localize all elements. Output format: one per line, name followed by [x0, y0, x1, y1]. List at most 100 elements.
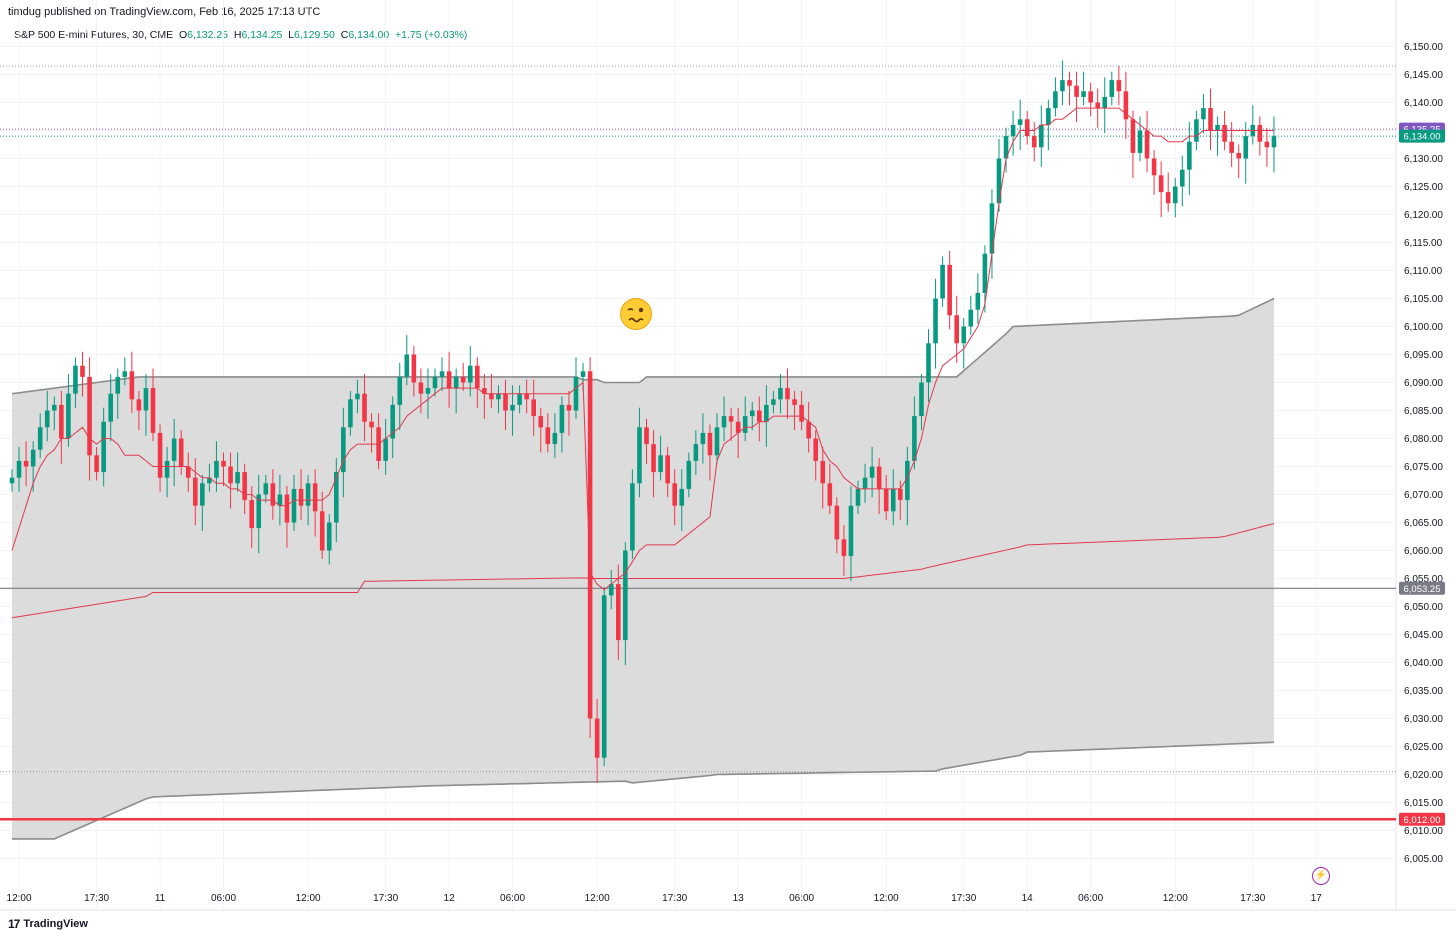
candle-body — [1123, 91, 1129, 120]
low-label: L — [288, 29, 295, 41]
candle-body — [912, 416, 917, 461]
candle-body — [975, 292, 981, 310]
candle-body — [411, 354, 417, 383]
x-tick-label: 17:30 — [951, 893, 976, 904]
candle-body — [1194, 119, 1199, 142]
developing-midline — [11, 523, 1275, 619]
x-tick-label: 17 — [1311, 893, 1323, 904]
y-tick-label: 6,105.00 — [1404, 294, 1443, 305]
candle-body — [418, 382, 424, 394]
price-tag — [1399, 812, 1445, 826]
y-tick-label: 6,060.00 — [1404, 546, 1443, 557]
open-label: O — [178, 29, 188, 41]
candle-body — [601, 595, 607, 758]
candle-body — [841, 539, 847, 557]
candle-body — [171, 438, 177, 461]
candle-body — [898, 488, 903, 501]
candle-body — [1017, 119, 1023, 125]
y-tick-label: 6,085.00 — [1404, 406, 1443, 417]
y-tick-label: 6,080.00 — [1404, 434, 1443, 445]
woozy-face-icon — [620, 298, 652, 330]
candle-body — [1067, 80, 1072, 86]
candle-body — [432, 376, 438, 389]
candle-body — [94, 455, 99, 473]
symbol-name: S&P 500 E-mini Futures, 30, CME — [14, 29, 174, 41]
candle-body — [876, 466, 882, 489]
candle-body — [200, 483, 205, 506]
candle-body — [827, 483, 833, 506]
y-tick-label: 6,115.00 — [1404, 238, 1443, 249]
x-tick-label: 06:00 — [1078, 893, 1103, 904]
candle-body — [397, 376, 403, 405]
candle-body — [651, 444, 656, 473]
candle-body — [1257, 124, 1263, 142]
x-tick-label: 12:00 — [585, 893, 610, 904]
y-tick-label: 6,125.00 — [1404, 182, 1443, 193]
candle-body — [580, 371, 586, 377]
x-tick-label: 14 — [1022, 893, 1034, 904]
candle-body — [263, 483, 269, 495]
candle-body — [771, 399, 776, 405]
candle-body — [947, 264, 952, 316]
candle-body — [150, 388, 156, 433]
y-tick-label: 6,090.00 — [1404, 378, 1443, 389]
candle-body — [291, 488, 297, 523]
candle-body — [164, 460, 170, 478]
candle-body — [404, 354, 410, 377]
y-tick-label: 6,120.00 — [1404, 210, 1443, 221]
candle-body — [749, 410, 755, 417]
candle-body — [721, 416, 727, 428]
candle-body — [968, 309, 974, 327]
x-tick-label: 12:00 — [1163, 893, 1188, 904]
x-tick-label: 06:00 — [500, 893, 525, 904]
candle-body — [672, 483, 677, 506]
candle-body — [1116, 80, 1122, 92]
candle-body — [383, 438, 388, 461]
candle-body — [362, 393, 367, 422]
candle-body — [552, 432, 558, 445]
candle-body — [355, 393, 360, 400]
candle-body — [178, 438, 184, 467]
y-tick-label: 6,030.00 — [1404, 714, 1443, 725]
y-tick-label: 6,020.00 — [1404, 770, 1443, 781]
candle-body — [305, 483, 311, 506]
candle-body — [757, 410, 762, 422]
y-tick-label: 6,055.00 — [1404, 574, 1443, 585]
y-tick-label: 6,130.00 — [1404, 154, 1443, 165]
candle-body — [87, 376, 92, 456]
candle-body — [1158, 175, 1164, 193]
candle-body — [52, 404, 57, 411]
candle-body — [284, 494, 290, 523]
candle-body — [453, 376, 459, 389]
candle-body — [573, 376, 579, 411]
open-value: 6,132.25 — [187, 29, 229, 41]
y-tick-label: 6,075.00 — [1404, 462, 1443, 473]
candle-body — [348, 399, 353, 428]
lightning-icon[interactable]: ⚡ — [1312, 867, 1330, 885]
candle-body — [616, 584, 621, 641]
candle-body — [30, 449, 36, 467]
y-tick-label: 6,025.00 — [1404, 742, 1443, 753]
candle-body — [644, 427, 649, 445]
candle-body — [475, 365, 480, 389]
candle-body — [1229, 141, 1234, 153]
candle-body — [446, 371, 452, 389]
x-tick-label: 12 — [444, 893, 456, 904]
x-tick-label: 12:00 — [874, 893, 899, 904]
candle-body — [369, 421, 374, 428]
candle-body — [510, 404, 515, 411]
candle-body — [926, 343, 931, 383]
candle-body — [517, 393, 522, 405]
tradingview-logo[interactable]: 17 TradingView — [8, 917, 88, 931]
candle-body — [1144, 130, 1150, 159]
candle-body — [693, 444, 699, 461]
candle-body — [270, 483, 276, 506]
x-tick-label: 12:00 — [296, 893, 321, 904]
candle-body — [129, 371, 135, 400]
candle-body — [235, 472, 240, 484]
candle-body — [813, 438, 818, 461]
candle-body — [630, 483, 635, 551]
candle-body — [785, 388, 790, 400]
candle-body — [538, 416, 544, 428]
